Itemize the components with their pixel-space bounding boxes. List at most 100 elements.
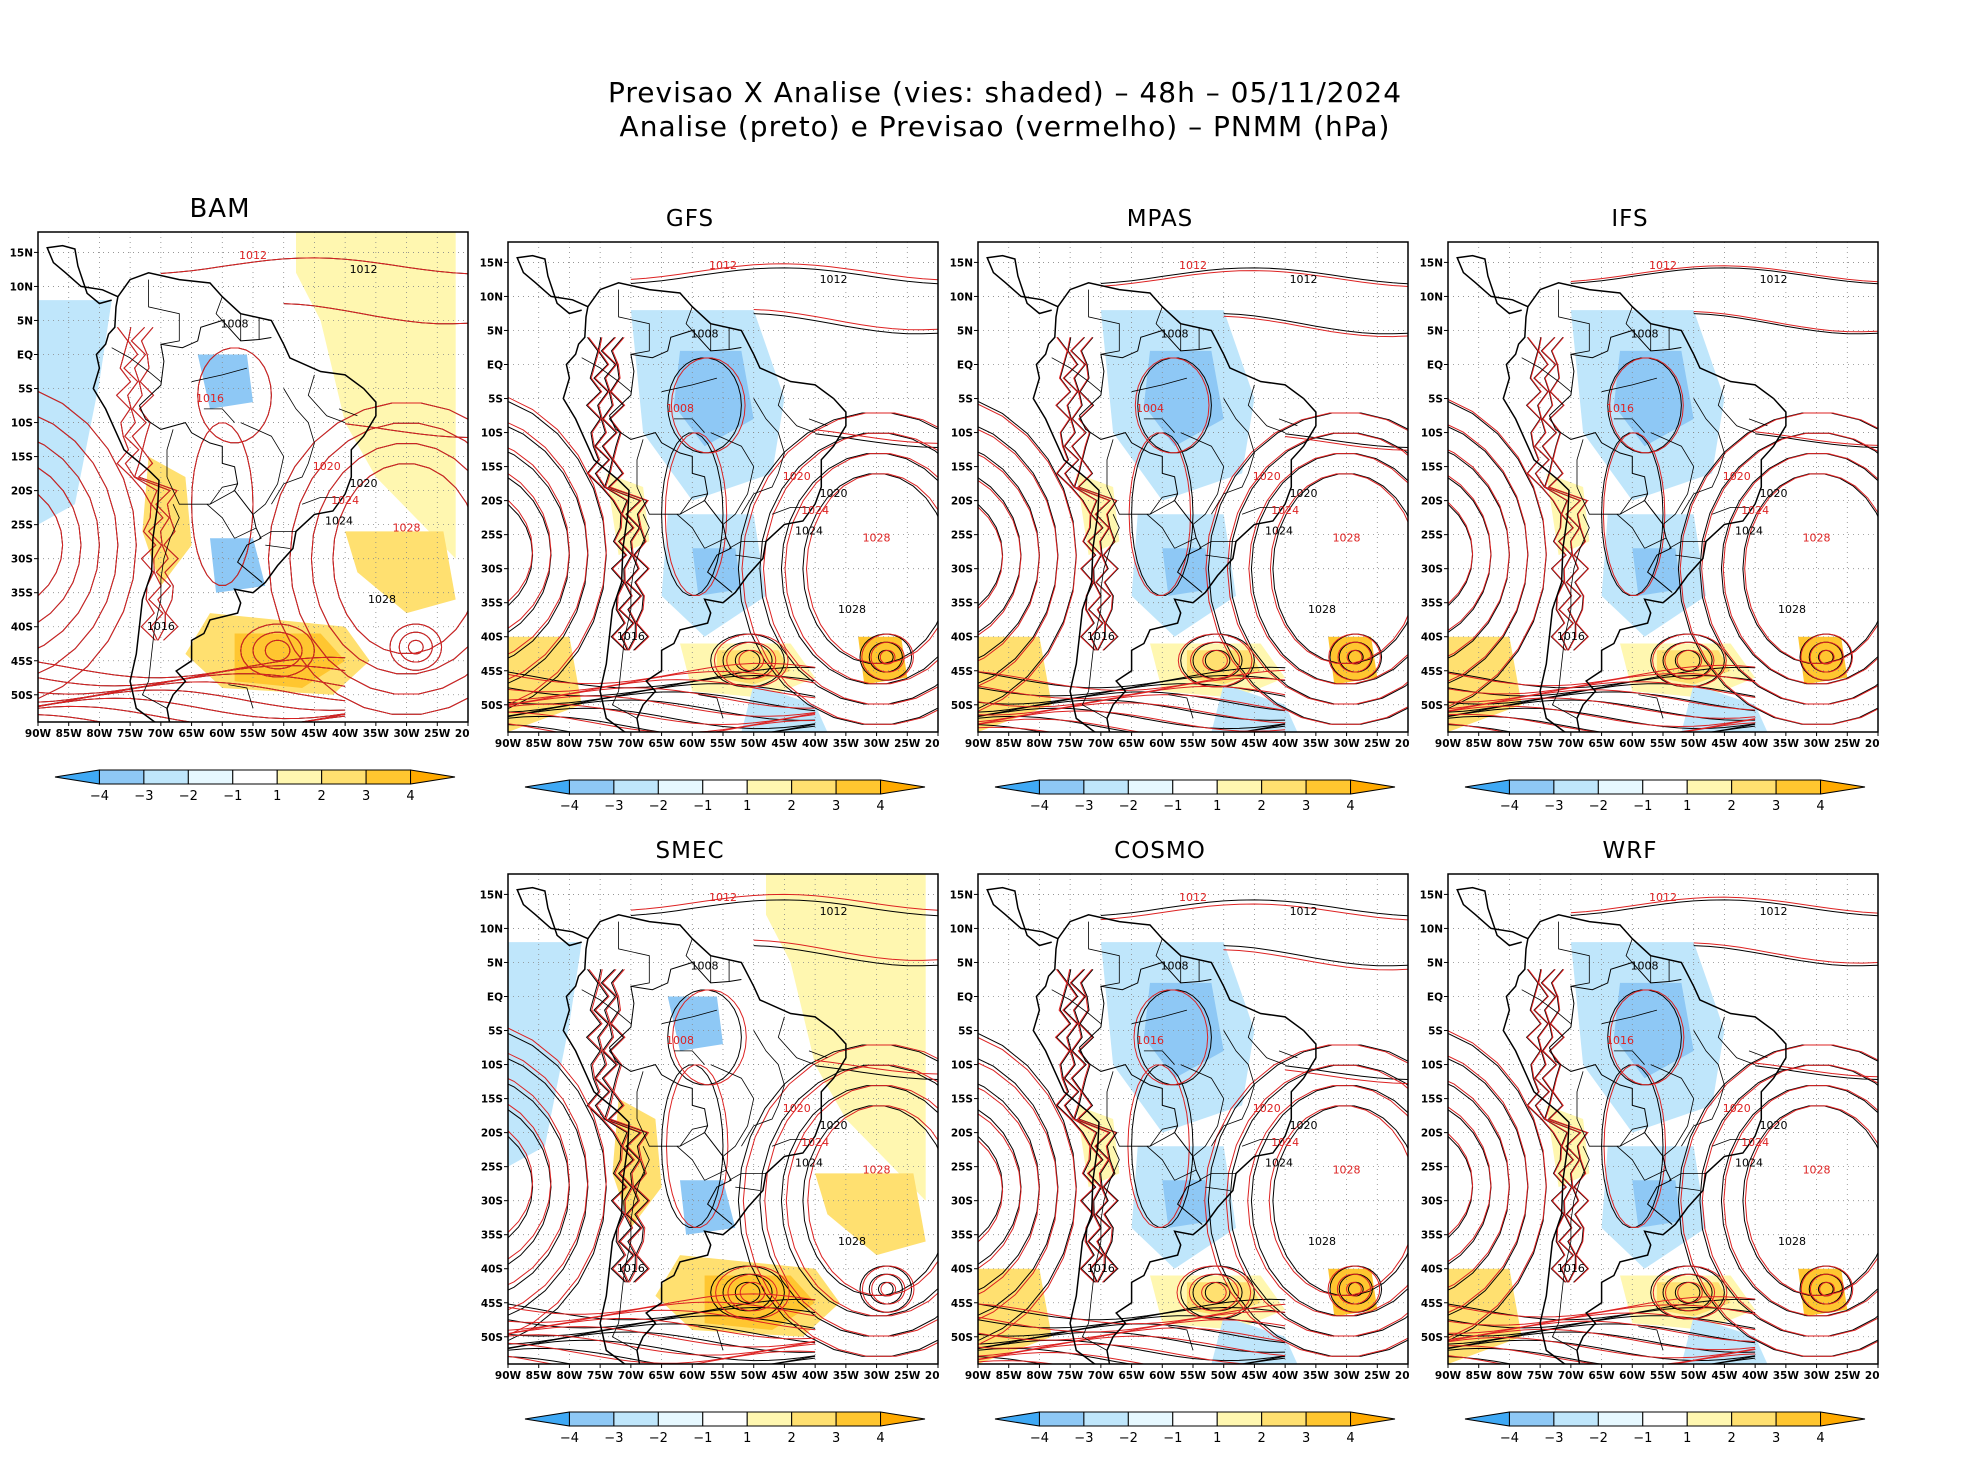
forecast-isobar <box>1346 1281 1362 1297</box>
colorbar-swatch <box>143 769 189 785</box>
analysis-isobar <box>600 968 642 1283</box>
lon-label: 65W <box>1118 1370 1145 1382</box>
forecast-isobar-label: 1028 <box>863 531 891 544</box>
forecast-isobar <box>1570 896 1878 914</box>
lat-label: EQ <box>1427 992 1443 1004</box>
analysis-isobar <box>868 641 903 673</box>
state-border <box>673 418 705 433</box>
analysis-isobar <box>508 426 589 684</box>
forecast-isobar <box>815 1059 938 1075</box>
lat-label: 40S <box>11 622 33 634</box>
colorbar-label: 2 <box>318 789 326 804</box>
state-border <box>1616 1145 1645 1181</box>
colorbar-swatch <box>1261 1411 1307 1427</box>
analysis-isobar <box>1329 1265 1383 1313</box>
forecast-isobar <box>1526 968 1568 1283</box>
lon-label: 25W <box>894 1370 921 1382</box>
lat-label: 10N <box>480 291 503 303</box>
analysis-isobar <box>734 1281 761 1304</box>
colorbar-swatch <box>1553 779 1599 795</box>
colorbar-swatch <box>613 779 659 795</box>
analysis-isobar-label: 1024 <box>795 525 823 538</box>
forecast-isobar <box>978 429 1059 687</box>
map-smec: 1012 1008 1016 1020 1024 1028 1012 1008 1020 1024… <box>480 873 940 1382</box>
forecast-isobar <box>1664 641 1715 680</box>
forecast-isobar <box>805 473 938 664</box>
lon-label: 30W <box>863 738 890 750</box>
forecast-isobar <box>267 402 468 715</box>
forecast-isobar <box>739 1281 766 1304</box>
country-border <box>609 961 742 1048</box>
analysis-isobar <box>508 451 570 659</box>
lat-label: 5N <box>1427 325 1443 337</box>
state-border <box>1681 1030 1725 1147</box>
colorbar-swatch <box>1216 1411 1263 1427</box>
map-ifs: 1012 1008 1016 1020 1024 1028 1012 1016 1020 1024… <box>1420 241 1880 750</box>
forecast-isobar <box>1570 265 1878 283</box>
lat-label: 50S <box>951 1332 973 1344</box>
colorbar-label: −4 <box>90 789 109 804</box>
forecast-isobar <box>1609 357 1684 454</box>
forecast-isobar <box>1448 475 1492 631</box>
coastline-south-america <box>562 914 847 1364</box>
colorbar-swatch <box>994 779 1040 795</box>
lon-label: 90W <box>965 738 992 750</box>
lat-label: 5S <box>958 394 973 406</box>
state-border <box>1149 493 1178 515</box>
state-border <box>1131 1009 1188 1025</box>
colorbar-swatch <box>1261 779 1307 795</box>
forecast-isobar <box>1062 969 1103 1283</box>
state-border <box>191 490 235 505</box>
state-border <box>771 1139 809 1147</box>
colorbar-swatch <box>702 1411 748 1427</box>
lat-label: 40S <box>1421 1264 1443 1276</box>
colorbar-label: 1 <box>1683 1431 1691 1446</box>
colorbar-label: −2 <box>649 1431 668 1446</box>
lat-label: 45S <box>1421 1298 1443 1310</box>
state-border <box>661 377 718 393</box>
forecast-isobar <box>123 327 164 641</box>
forecast-isobar <box>1609 989 1685 1086</box>
lon-label: 65W <box>178 728 205 740</box>
forecast-isobar <box>508 679 816 701</box>
bias-shade <box>858 636 908 685</box>
analysis-isobar <box>802 473 938 664</box>
bias-shade <box>1632 1180 1682 1228</box>
analysis-isobar-label: 1012 <box>350 263 378 276</box>
lat-label: 25S <box>1421 1162 1443 1174</box>
forecast-isobar <box>1448 722 1756 732</box>
lat-label: 5N <box>957 957 973 969</box>
lat-label: 5N <box>957 325 973 337</box>
forecast-isobar <box>870 641 905 673</box>
state-border <box>676 513 705 549</box>
analysis-isobar-label: 1028 <box>1778 1235 1806 1248</box>
colorbar-swatch <box>791 1411 837 1427</box>
state-border <box>698 694 724 719</box>
analysis-isobar <box>1677 412 1878 725</box>
analysis-isobar <box>753 945 938 967</box>
lon-label: 60W <box>209 728 236 740</box>
colorbar-label: −4 <box>1030 1431 1049 1446</box>
country-border <box>608 415 733 593</box>
analysis-isobar-label: 1012 <box>820 905 848 918</box>
panel-mpas: MPAS 1012 1008 1016 1020 1024 1028 1012 1004 102… <box>940 200 1410 814</box>
colorbar-swatch <box>54 769 100 785</box>
state-border <box>704 537 727 549</box>
forecast-isobar <box>197 347 272 444</box>
state-border <box>111 347 131 359</box>
colorbar: −4 −3 −2 −1 1 2 3 4 <box>994 1411 1396 1446</box>
forecast-isobar <box>727 1273 778 1312</box>
analysis-isobar <box>978 1109 1022 1265</box>
lon-label: 20W <box>1395 738 1410 750</box>
lat-label: 5N <box>17 315 33 327</box>
analysis-isobar <box>1285 1065 1408 1080</box>
colorbar-label: 2 <box>788 799 796 814</box>
analysis-isobar <box>1347 649 1364 665</box>
lat-label: 45S <box>11 656 33 668</box>
colorbar: −4 −3 −2 −1 1 2 3 4 <box>54 769 456 804</box>
colorbar-swatch <box>1172 779 1218 795</box>
forecast-isobar <box>1722 453 1878 685</box>
forecast-isobar <box>508 695 816 717</box>
analysis-isobar <box>978 1331 1286 1353</box>
lon-label: 65W <box>648 1370 675 1382</box>
